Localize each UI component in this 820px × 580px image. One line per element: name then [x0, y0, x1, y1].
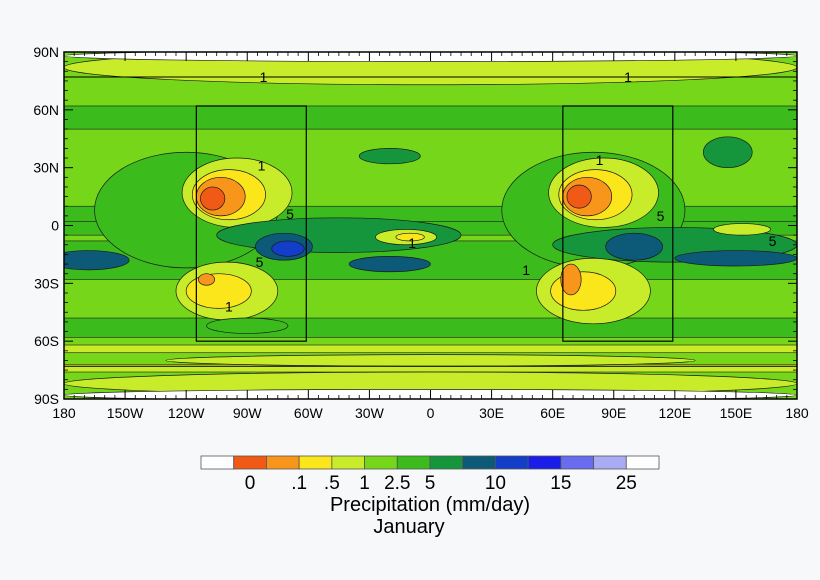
contour-label: 1: [596, 152, 604, 168]
precip-region: [64, 250, 130, 271]
x-tick-label: 60W: [294, 405, 324, 421]
legend-label: 1: [359, 473, 370, 494]
y-tick-label: 60N: [33, 102, 59, 118]
legend-label: 0: [245, 473, 256, 494]
precip-region: [395, 232, 425, 242]
precip-region: [198, 273, 216, 286]
legend-label: 25: [616, 473, 637, 494]
precip-region: [358, 148, 421, 165]
contour-label: 1: [260, 69, 268, 85]
contour-label: 1: [522, 262, 530, 278]
precip-region: [271, 240, 305, 257]
precip-region: [206, 317, 289, 334]
contour-label: 1: [408, 235, 416, 251]
precip-band: [64, 317, 797, 338]
precip-region: [713, 223, 771, 236]
precip-region: [550, 271, 617, 311]
contour-label: 5: [286, 206, 294, 222]
precip-region: [560, 263, 582, 296]
legend-swatch: [625, 455, 660, 470]
precip-region: [348, 255, 431, 273]
y-tick-label: 0: [51, 218, 59, 234]
legend-swatch: [462, 455, 496, 470]
x-tick-label: 90W: [233, 405, 263, 421]
y-tick-label: 90S: [34, 391, 59, 407]
legend-swatch: [364, 455, 398, 470]
legend-swatch: [298, 455, 333, 470]
chart-title: Precipitation (mm/day): [330, 494, 530, 516]
legend-swatch: [527, 455, 562, 470]
contour-label: 5: [657, 208, 665, 224]
x-tick-label: 180: [785, 405, 809, 421]
contour-label: 5: [769, 233, 777, 249]
precip-region: [200, 186, 226, 211]
x-tick-label: 30W: [355, 405, 385, 421]
legend-swatch: [429, 455, 464, 470]
precip-region: [702, 136, 753, 169]
x-tick-label: 120E: [658, 405, 691, 421]
y-tick-label: 60S: [34, 333, 59, 349]
precip-band: [64, 344, 797, 354]
legend-swatch: [233, 455, 267, 470]
x-tick-label: 180: [52, 405, 76, 421]
x-tick-label: 120W: [168, 405, 205, 421]
contour-label: 5: [256, 254, 264, 270]
legend-swatch: [593, 455, 627, 470]
legend-label: .5: [324, 473, 340, 494]
legend-swatch: [495, 455, 529, 470]
x-tick-label: 60E: [540, 405, 565, 421]
legend-swatch: [560, 455, 594, 470]
y-tick-label: 30S: [34, 275, 59, 291]
x-tick-label: 150E: [720, 405, 753, 421]
legend-label: 2.5: [384, 473, 410, 494]
y-tick-label: 90N: [33, 44, 59, 60]
legend-swatch: [331, 455, 365, 470]
legend-label: 5: [425, 473, 436, 494]
legend-label: 15: [550, 473, 571, 494]
contour-label: 1: [225, 298, 233, 314]
precip-region: [674, 250, 797, 267]
x-tick-label: 30E: [479, 405, 504, 421]
contour-label: 1: [624, 69, 632, 85]
chart-subtitle: January: [373, 516, 444, 538]
precip-region: [566, 184, 592, 209]
region-box: [195, 105, 307, 342]
contour-label: 1: [258, 158, 266, 174]
legend-swatch: [200, 455, 235, 470]
precip-region: [165, 354, 696, 367]
y-tick-label: 30N: [33, 160, 59, 176]
legend-swatch: [396, 455, 431, 470]
x-tick-label: 90E: [601, 405, 626, 421]
x-tick-label: 0: [427, 405, 435, 421]
legend-swatch: [266, 455, 300, 470]
legend-label: .1: [291, 473, 307, 494]
precip-band: [64, 105, 797, 130]
legend-label: 10: [485, 473, 506, 494]
precip-region: [605, 232, 663, 261]
x-tick-label: 150W: [107, 405, 144, 421]
region-box: [562, 105, 674, 342]
